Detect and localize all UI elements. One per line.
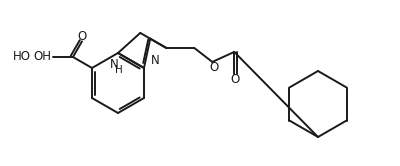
Text: HO: HO — [13, 50, 31, 64]
Text: OH: OH — [33, 50, 51, 64]
Text: O: O — [210, 61, 219, 74]
Text: O: O — [77, 30, 86, 43]
Text: N: N — [151, 53, 159, 67]
Text: O: O — [231, 73, 240, 86]
Text: N: N — [110, 57, 118, 71]
Text: H: H — [115, 65, 123, 75]
